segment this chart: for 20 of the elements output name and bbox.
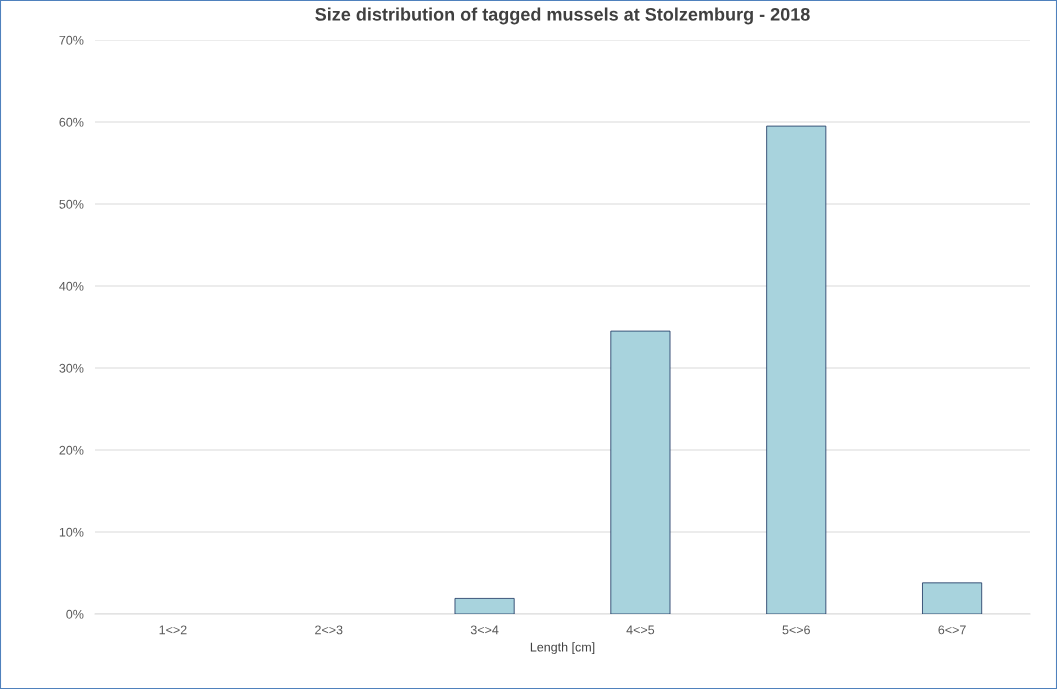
x-tick-label: 2<>3 bbox=[315, 625, 343, 635]
y-tick-label: 0% bbox=[66, 609, 84, 619]
y-tick-label: 10% bbox=[59, 527, 84, 537]
y-tick-label: 50% bbox=[59, 199, 84, 209]
bar bbox=[766, 125, 827, 614]
x-tick-label: 3<>4 bbox=[470, 625, 499, 635]
x-tick-label: 6<>7 bbox=[938, 625, 966, 635]
bar bbox=[922, 582, 983, 614]
y-tick-label: 60% bbox=[59, 117, 84, 127]
x-tick-label: 1<>2 bbox=[159, 625, 187, 635]
chart-title: Size distribution of tagged mussels at Stolzemburg - 2018 bbox=[315, 7, 810, 25]
y-tick-label: 70% bbox=[59, 35, 84, 45]
x-tick-label: 5<>6 bbox=[782, 625, 810, 635]
x-axis-title: Length [cm] bbox=[530, 642, 595, 654]
bar bbox=[610, 330, 671, 614]
y-tick-label: 40% bbox=[59, 281, 84, 291]
x-tick-label: 4<>5 bbox=[626, 625, 655, 635]
bar bbox=[454, 598, 515, 614]
y-tick-label: 30% bbox=[59, 363, 84, 373]
y-tick-label: 20% bbox=[59, 445, 84, 455]
